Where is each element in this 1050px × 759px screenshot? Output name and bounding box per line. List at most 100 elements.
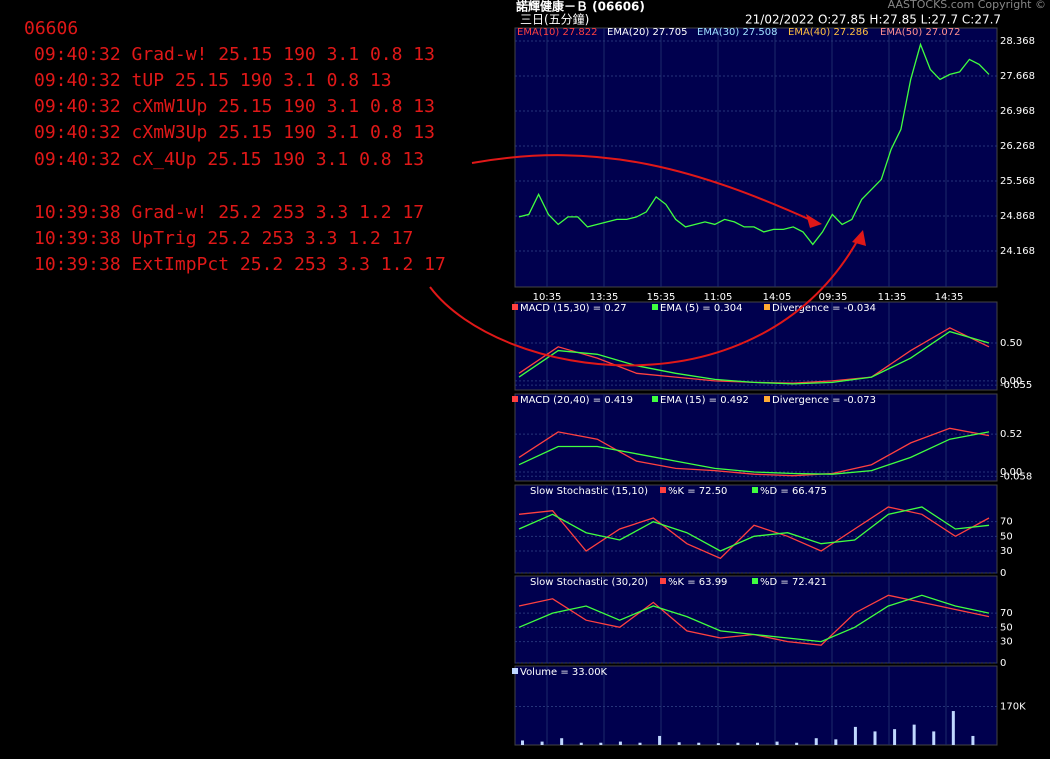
y-tick-label: 170K	[1000, 702, 1026, 713]
quote: 21/02/2022 O:27.85 H:27.85 L:27.7 C:27.7	[745, 13, 1001, 27]
volume-bar	[560, 738, 564, 745]
panel	[514, 484, 998, 574]
ema-legend: EMA(50) 27.072	[880, 27, 960, 38]
legend-swatch	[764, 304, 770, 310]
legend-text: MACD (20,40) = 0.419	[520, 395, 633, 406]
y-tick-label: 30	[1000, 637, 1013, 648]
volume-bar	[716, 743, 720, 745]
series-line	[518, 506, 990, 560]
log-line: 09:40:32 tUP 25.15 190 3.1 0.8 13	[34, 70, 392, 91]
series-line	[518, 427, 990, 477]
y-tick-label: -0.055	[1000, 380, 1032, 391]
volume-bar	[677, 742, 681, 745]
log-line: 10:39:38 ExtImpPct 25.2 253 3.3 1.2 17	[34, 254, 446, 275]
volume-bar	[853, 726, 857, 745]
volume-bar	[912, 724, 916, 745]
y-tick-label: 50	[1000, 622, 1013, 633]
legend-text: Divergence = -0.034	[772, 303, 876, 314]
legend-text: Slow Stochastic (30,20)	[530, 577, 648, 588]
panel	[514, 393, 998, 482]
arrowhead	[852, 230, 866, 246]
volume-bar	[932, 731, 936, 745]
y-tick-label: 24.168	[1000, 246, 1035, 257]
legend-text: %D = 66.475	[760, 486, 827, 497]
legend-swatch	[652, 304, 658, 310]
y-tick-label: 0	[1000, 568, 1006, 579]
arrowhead	[806, 214, 822, 228]
volume-bar	[795, 742, 799, 745]
legend-text: Divergence = -0.073	[772, 395, 876, 406]
volume-bar	[756, 742, 759, 745]
y-tick-label: 0.00	[1000, 376, 1022, 387]
legend-text: Slow Stochastic (15,10)	[530, 486, 648, 497]
y-tick-label: 0.00	[1000, 467, 1022, 478]
volume-bar	[658, 735, 662, 745]
log-line: 10:39:38 Grad-w! 25.2 253 3.3 1.2 17	[34, 202, 424, 223]
arrow	[471, 154, 816, 223]
log-line: 09:40:32 Grad-w! 25.15 190 3.1 0.8 13	[34, 44, 435, 65]
legend-swatch	[512, 304, 518, 310]
volume-bar	[579, 742, 583, 745]
x-label: 11:05	[704, 292, 733, 303]
y-tick-label: 30	[1000, 546, 1013, 557]
y-tick-label: 26.268	[1000, 141, 1035, 152]
chart-title: 諾輝健康－Ｂ (06606)	[516, 0, 645, 14]
legend-text: EMA (15) = 0.492	[660, 395, 749, 406]
volume-bar	[775, 741, 779, 745]
copyright: AASTOCKS.com Copyright ©	[888, 0, 1046, 11]
legend-text: %K = 63.99	[668, 577, 727, 588]
y-tick-label: 24.868	[1000, 211, 1035, 222]
y-tick-label: 27.668	[1000, 71, 1035, 82]
series-line	[518, 594, 990, 643]
ema-legend: EMA(10) 27.822	[517, 27, 597, 38]
period: 三日(五分鐘)	[520, 12, 589, 27]
volume-bar	[521, 740, 524, 745]
volume-bar	[951, 711, 955, 745]
ema-legend: EMA(20) 27.705	[607, 27, 687, 38]
arrow	[429, 235, 861, 367]
y-tick-label: 26.968	[1000, 106, 1035, 117]
volume-bar	[599, 742, 603, 745]
panel	[514, 665, 998, 746]
volume-bar	[814, 738, 818, 745]
volume-bar	[697, 742, 701, 745]
volume-bar	[618, 741, 622, 745]
y-tick-label: -0.058	[1000, 471, 1032, 482]
legend-swatch	[752, 487, 758, 493]
legend-text: MACD (15,30) = 0.27	[520, 303, 627, 314]
legend-swatch	[660, 487, 666, 493]
x-label: 10:35	[533, 292, 562, 303]
volume-bar	[971, 735, 975, 745]
log-line: 09:40:32 cX_4Up 25.15 190 3.1 0.8 13	[34, 149, 424, 170]
volume-bar	[873, 731, 877, 745]
legend-text: %K = 72.50	[668, 486, 727, 497]
legend-swatch	[512, 668, 518, 674]
y-tick-label: 25.568	[1000, 176, 1035, 187]
legend-text: Volume = 33.00K	[520, 667, 608, 678]
x-label: 11:35	[878, 292, 907, 303]
log-line: 10:39:38 UpTrig 25.2 253 3.3 1.2 17	[34, 228, 413, 249]
panel	[514, 27, 998, 288]
log-code: 06606	[24, 18, 78, 39]
log-line: 09:40:32 cXmW3Up 25.15 190 3.1 0.8 13	[34, 122, 435, 143]
legend-swatch	[764, 396, 770, 402]
x-label: 15:35	[647, 292, 676, 303]
ema-legend: EMA(30) 27.508	[697, 27, 777, 38]
legend-text: %D = 72.421	[760, 577, 827, 588]
panel	[514, 575, 998, 664]
legend-swatch	[652, 396, 658, 402]
volume-bar	[736, 742, 740, 745]
y-tick-label: 70	[1000, 608, 1013, 619]
x-label: 14:35	[935, 292, 964, 303]
panel	[514, 301, 998, 391]
volume-bar	[540, 741, 544, 745]
series-line	[518, 330, 990, 385]
y-tick-label: 50	[1000, 531, 1013, 542]
volume-bar	[638, 742, 642, 745]
y-tick-label: 0	[1000, 658, 1006, 669]
series-line	[518, 42, 990, 246]
x-label: 14:05	[763, 292, 792, 303]
x-label: 13:35	[590, 292, 619, 303]
